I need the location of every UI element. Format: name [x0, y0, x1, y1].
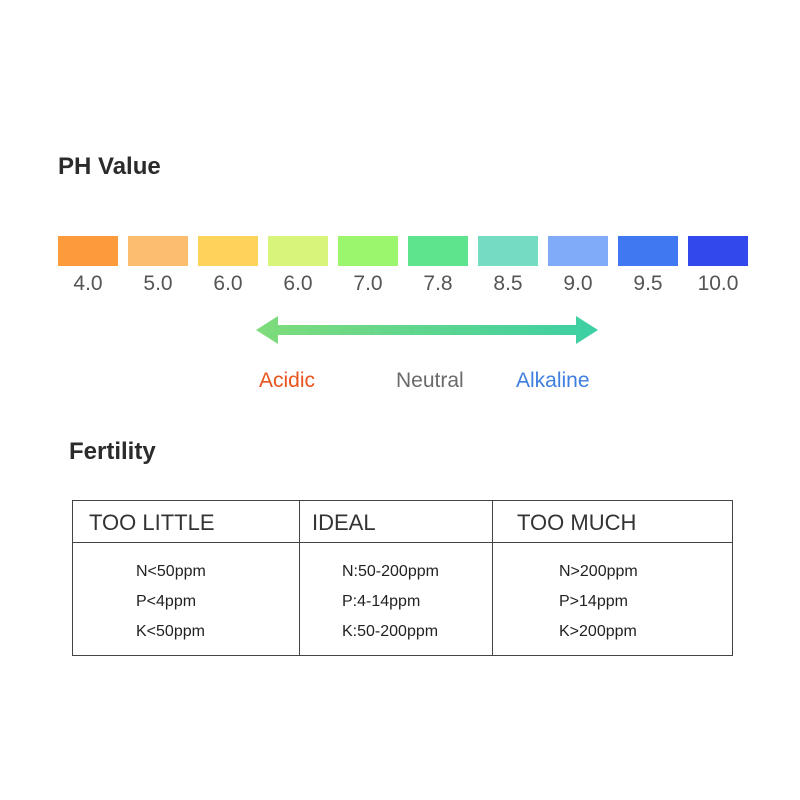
ph-swatch-label: 8.5 — [493, 272, 523, 295]
fertility-table: TOO LITTLE N<50ppm P<4ppm K<50ppm IDEAL … — [72, 500, 733, 656]
table-cell: N>200ppm — [559, 563, 638, 580]
ph-swatch — [478, 236, 538, 266]
column-too-much: TOO MUCH N>200ppm P>14ppm K>200ppm — [492, 501, 733, 655]
ph-swatch-label: 6.0 — [283, 272, 313, 295]
ph-swatch-label: 5.0 — [143, 272, 173, 295]
table-cell: K<50ppm — [136, 623, 205, 640]
table-cell: K:50-200ppm — [342, 623, 439, 640]
ph-swatch — [338, 236, 398, 266]
ph-swatch-label: 4.0 — [73, 272, 103, 295]
table-cell: P<4ppm — [136, 593, 197, 610]
table-cell: P:4-14ppm — [342, 593, 421, 610]
ph-swatch — [408, 236, 468, 266]
table-cell: P>14ppm — [559, 593, 628, 610]
ph-swatch — [688, 236, 748, 266]
ph-swatch-label: 7.8 — [423, 272, 453, 295]
ph-swatch — [548, 236, 608, 266]
table-cell: K>200ppm — [559, 623, 637, 640]
alkaline-label: Alkaline — [516, 369, 590, 392]
ph-swatch — [128, 236, 188, 266]
ph-swatch — [58, 236, 118, 266]
ph-swatch-label: 10.0 — [697, 272, 739, 295]
table-cell: N:50-200ppm — [342, 563, 439, 580]
column-header: TOO LITTLE — [73, 501, 299, 543]
ph-swatch-label: 7.0 — [353, 272, 383, 295]
neutral-label: Neutral — [396, 369, 464, 392]
ph-swatch-label: 9.5 — [633, 272, 663, 295]
double-arrow-icon — [256, 316, 598, 344]
ph-swatch — [198, 236, 258, 266]
ph-value-title: PH Value — [58, 153, 161, 180]
ph-swatch — [268, 236, 328, 266]
acidic-alkaline-arrow — [256, 314, 598, 346]
column-too-little: TOO LITTLE N<50ppm P<4ppm K<50ppm — [73, 501, 299, 655]
ph-swatch-label: 9.0 — [563, 272, 593, 295]
column-header: IDEAL — [300, 501, 493, 543]
ph-swatch-label: 6.0 — [213, 272, 243, 295]
column-ideal: IDEAL N:50-200ppm P:4-14ppm K:50-200ppm — [299, 501, 493, 655]
column-header: TOO MUCH — [493, 501, 733, 543]
fertility-title: Fertility — [69, 438, 156, 465]
acidic-label: Acidic — [259, 369, 316, 392]
ph-swatch — [618, 236, 678, 266]
ph-color-scale: 4.0 5.0 6.0 6.0 7.0 7.8 8.5 9.0 9.5 10.0 — [58, 236, 750, 306]
table-cell: N<50ppm — [136, 563, 206, 580]
